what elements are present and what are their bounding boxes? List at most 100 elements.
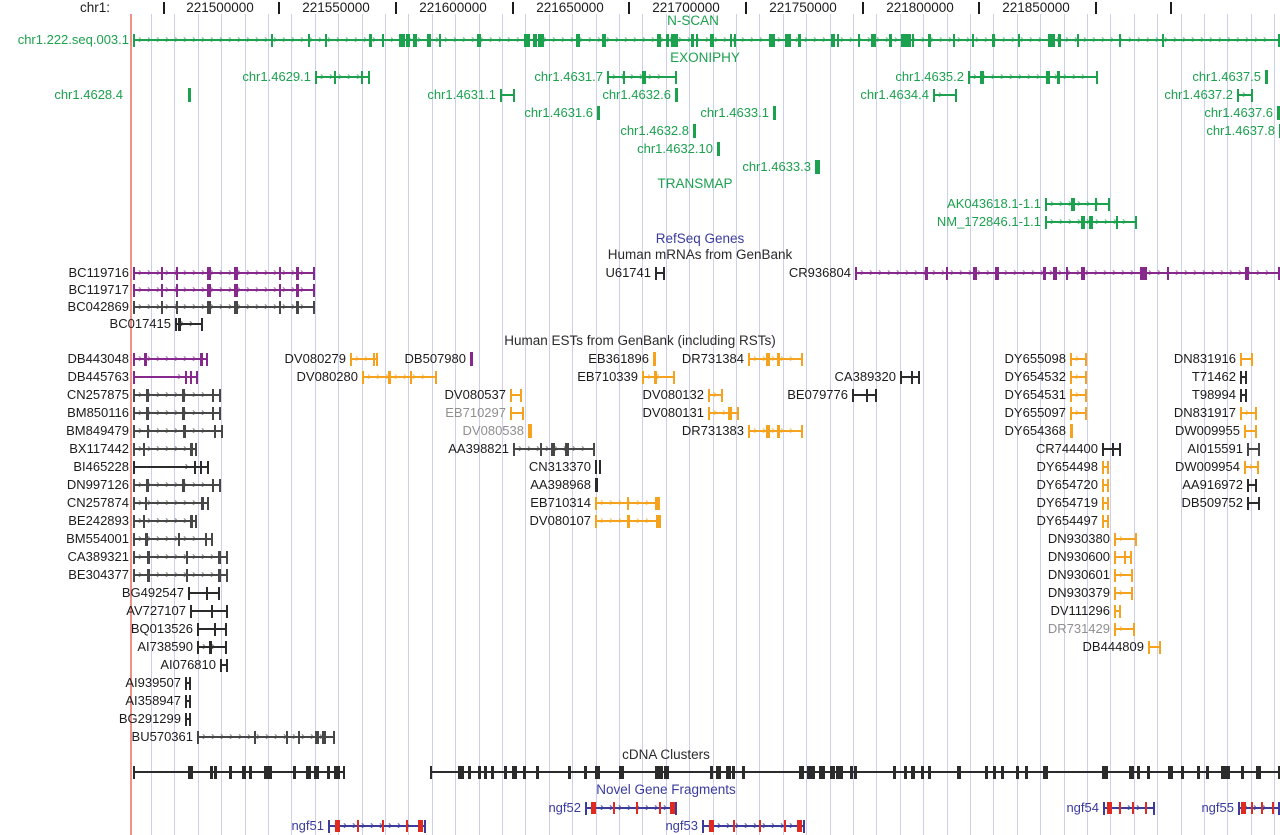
ngf-feature[interactable]: › › › [1238, 799, 1280, 817]
est-feature[interactable]: ››››››››› [133, 566, 228, 584]
est-feature[interactable]: ›››››››››››››› [197, 728, 335, 746]
est-feature[interactable]: › › [708, 404, 739, 422]
est-feature[interactable]: › [1244, 458, 1259, 476]
est-feature[interactable] [185, 692, 191, 710]
est-feature[interactable]: › › › › › › › [133, 494, 209, 512]
nscan-feature[interactable]: › › › › › › › › › › › › › › › › › › › › › › › › › › › › › › › › › › › › › › › ›… [133, 31, 1280, 49]
est-feature[interactable] [1070, 422, 1073, 440]
transmap-feature[interactable]: ››››››››› [1045, 213, 1137, 231]
est-feature[interactable] [1114, 548, 1132, 566]
exoniphy-feature[interactable] [1277, 104, 1280, 122]
exoniphy-feature[interactable] [815, 158, 820, 176]
est-feature[interactable] [185, 674, 191, 692]
est-feature[interactable]: › [1114, 530, 1137, 548]
est-feature[interactable] [1102, 458, 1109, 476]
est-feature[interactable]: ›››››› [133, 440, 197, 458]
est-feature[interactable] [1102, 476, 1109, 494]
est-feature[interactable] [185, 710, 191, 728]
est-feature[interactable]: › [1070, 404, 1087, 422]
est-feature[interactable]: › › › › › › › [133, 530, 213, 548]
est-feature[interactable] [1114, 602, 1121, 620]
est-feature[interactable]: › › › › › › › [133, 350, 208, 368]
est-feature[interactable]: › [1114, 620, 1135, 638]
exoniphy-feature[interactable]: ›››››› [607, 68, 677, 86]
mrna-feature[interactable]: ››››››››››››››››››› [133, 298, 315, 316]
est-feature[interactable]: › [1070, 350, 1087, 368]
est-feature[interactable] [1240, 368, 1247, 386]
est-feature[interactable]: ›››››››› [133, 476, 221, 494]
est-feature[interactable] [1244, 422, 1257, 440]
est-feature[interactable] [1240, 386, 1247, 404]
est-feature[interactable] [1102, 494, 1109, 512]
mrna-feature[interactable]: ››››››››››››››››››› [133, 264, 315, 282]
est-feature[interactable]: › › › › › › › [362, 368, 437, 386]
est-feature[interactable]: › [133, 458, 209, 476]
exoniphy-feature[interactable] [675, 86, 678, 104]
est-feature[interactable]: ›››››› [595, 494, 660, 512]
est-feature[interactable] [1102, 512, 1109, 530]
mrna-feature[interactable]: ››››››››››››››››››› [133, 281, 315, 299]
est-feature[interactable]: › › [642, 368, 675, 386]
exoniphy-feature[interactable] [1265, 68, 1268, 86]
est-feature[interactable] [1247, 440, 1260, 458]
est-feature[interactable]: › [708, 386, 723, 404]
exoniphy-feature[interactable]: › › › › › [315, 68, 370, 86]
exoniphy-feature[interactable] [188, 86, 191, 104]
est-feature[interactable] [1247, 476, 1257, 494]
est-feature[interactable] [188, 584, 220, 602]
est-feature[interactable]: ›››››››› [133, 422, 223, 440]
ngf-feature[interactable]: ››››››››› [328, 817, 426, 835]
est-feature[interactable] [510, 386, 522, 404]
est-feature[interactable] [595, 458, 601, 476]
exoniphy-feature[interactable]: › [1237, 86, 1253, 104]
exoniphy-feature[interactable] [773, 104, 776, 122]
transmap-feature[interactable]: ›››››› [1045, 195, 1110, 213]
est-feature[interactable]: › [1114, 584, 1133, 602]
est-feature[interactable] [197, 620, 227, 638]
est-feature[interactable]: › › [197, 638, 227, 656]
est-feature[interactable]: › [1114, 566, 1133, 584]
ngf-feature[interactable]: ›››››››››› [702, 817, 805, 835]
ngf-feature[interactable]: ››››››››› [585, 799, 677, 817]
exoniphy-feature[interactable] [693, 122, 696, 140]
mrna-feature[interactable] [655, 264, 665, 282]
est-feature[interactable]: › › [350, 350, 378, 368]
est-feature[interactable] [1247, 494, 1260, 512]
est-feature[interactable] [190, 602, 228, 620]
est-feature[interactable]: ›››››››› [133, 404, 221, 422]
est-feature[interactable]: › [1070, 386, 1087, 404]
mrna-feature[interactable]: › › › › › › › › › › › › › › › › › › › › › › › › › › › › › › › › › › › › › › › ›… [855, 264, 1280, 282]
est-feature[interactable]: ›››››››› [133, 386, 221, 404]
cdna-feature[interactable] [430, 763, 1280, 781]
est-feature[interactable] [510, 404, 524, 422]
exoniphy-feature[interactable] [597, 104, 600, 122]
exoniphy-feature[interactable] [500, 86, 515, 104]
est-feature[interactable]: ›››››››› [513, 440, 595, 458]
est-feature[interactable] [470, 350, 473, 368]
exoniphy-feature[interactable]: › [933, 86, 957, 104]
mrna-feature[interactable]: › › [175, 315, 203, 333]
est-feature[interactable] [220, 656, 228, 674]
est-feature[interactable]: › › › › › [748, 350, 803, 368]
est-feature[interactable] [595, 476, 598, 494]
ngf-feature[interactable]: ›››› [1103, 799, 1155, 817]
est-feature[interactable] [528, 422, 532, 440]
exoniphy-feature[interactable]: ››››››››››››› [968, 68, 1098, 86]
est-feature[interactable]: › [1240, 404, 1257, 422]
est-feature[interactable] [1148, 638, 1161, 656]
est-feature[interactable]: ›››››› [133, 512, 197, 530]
est-feature[interactable] [900, 368, 920, 386]
exoniphy-feature[interactable] [717, 140, 720, 158]
est-feature[interactable] [1240, 350, 1253, 368]
est-feature[interactable]: › [133, 368, 198, 386]
est-feature[interactable]: ›››››› [595, 512, 661, 530]
est-feature-label: DY655097 [1004, 405, 1066, 420]
est-feature[interactable] [852, 386, 877, 404]
cdna-feature[interactable] [133, 763, 345, 781]
est-feature[interactable] [653, 350, 656, 368]
est-feature-label: BX117442 [69, 441, 129, 456]
est-feature[interactable]: › › › › › [748, 422, 803, 440]
est-feature[interactable]: › [1070, 368, 1087, 386]
est-feature[interactable] [1102, 440, 1121, 458]
est-feature[interactable]: ››››››››› [133, 548, 228, 566]
